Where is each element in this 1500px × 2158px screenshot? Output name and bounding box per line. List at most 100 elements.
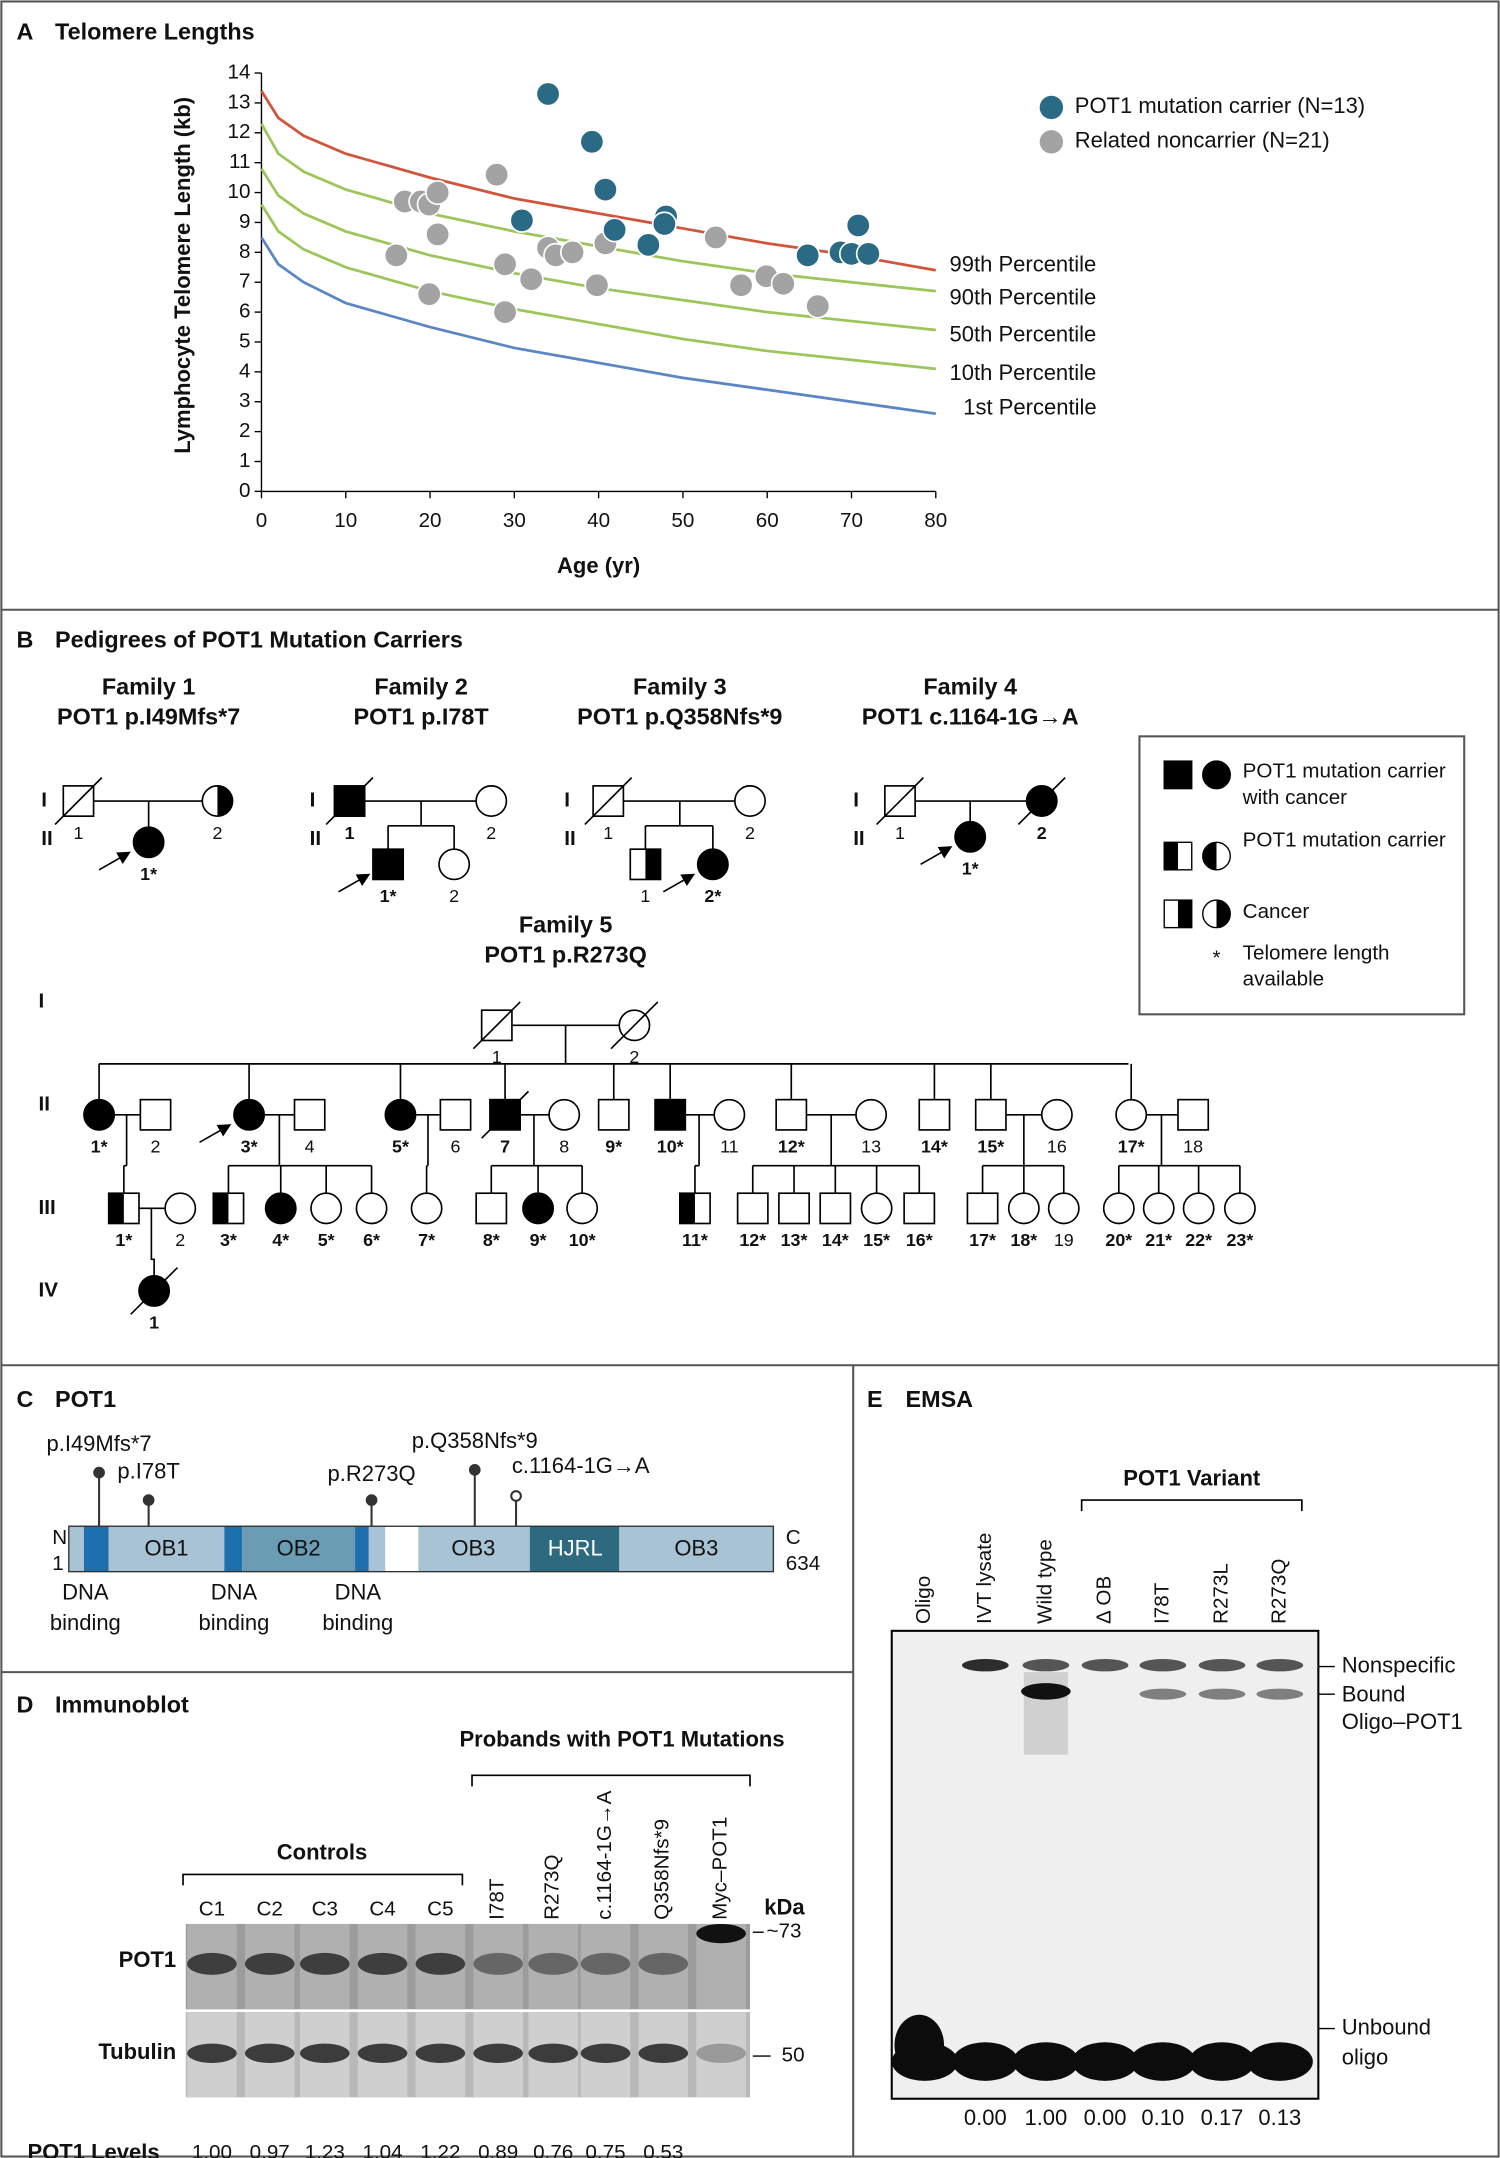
level-value: 0.75	[585, 2141, 625, 2158]
generation-label: I	[39, 989, 45, 1012]
individual-label: 20*	[1105, 1230, 1132, 1250]
percentile-curve	[260, 236, 936, 416]
level-value: 1.22	[420, 2141, 460, 2158]
dna-binding-label: binding	[198, 1610, 269, 1635]
individual-label: 2	[629, 1047, 639, 1067]
individual-label: 7*	[418, 1230, 435, 1250]
individual-label: 1	[73, 823, 83, 843]
band	[638, 2043, 689, 2063]
band	[1198, 1659, 1246, 1672]
panel-title: EMSA	[906, 1386, 974, 1412]
lane-label: IVT lysate	[973, 1533, 996, 1624]
band	[357, 1952, 408, 1975]
y-tick-label: 8	[239, 240, 250, 263]
circle-symbol	[164, 1192, 197, 1225]
band-label: Bound	[1342, 1681, 1406, 1706]
point	[492, 251, 518, 277]
individual-label: 3*	[241, 1137, 258, 1157]
x-tick-label: 10	[334, 509, 357, 532]
emsa-value: 0.13	[1258, 2105, 1301, 2130]
circle-symbol	[83, 1098, 116, 1131]
y-tick-label: 6	[239, 300, 250, 323]
point	[602, 217, 628, 243]
half-fill	[108, 1193, 124, 1224]
individual-label: 1*	[140, 864, 157, 884]
square-symbol	[974, 1098, 1007, 1131]
domain-label: OB2	[277, 1535, 321, 1560]
band	[415, 1952, 466, 1975]
emsa-value: 0.17	[1201, 2105, 1244, 2130]
levels-label: POT1 Levels	[28, 2140, 160, 2158]
band	[1256, 1659, 1304, 1672]
deceased-slash	[54, 777, 103, 825]
circle-symbol	[1142, 1192, 1175, 1225]
circle-symbol	[310, 1192, 343, 1225]
percentile-curve	[260, 90, 937, 272]
individual-label: 6*	[363, 1230, 380, 1250]
family-mutation: POT1 p.I49Mfs*7	[57, 704, 240, 730]
y-tick-label: 12	[228, 120, 251, 143]
lane-label: Oligo	[912, 1576, 935, 1624]
family-mutation: POT1 p.R273Q	[484, 942, 646, 968]
family-mutation: POT1 p.I78T	[354, 704, 490, 730]
proband-arrow	[98, 851, 131, 871]
legend-label: Cancer	[1242, 900, 1310, 924]
protein-segment	[108, 1526, 225, 1572]
level-value: 1.00	[192, 2141, 232, 2158]
y-tick-label: 7	[239, 270, 250, 293]
individual-label: 11	[720, 1137, 739, 1157]
circle-symbol	[475, 785, 508, 817]
curve-label: 50th Percentile	[950, 322, 1097, 347]
circle-symbol	[1182, 1192, 1215, 1225]
dna-binding-label: binding	[322, 1610, 393, 1635]
generation-label: I	[310, 788, 316, 811]
x-tick-label: 0	[256, 509, 267, 532]
lane-label: C4	[369, 1898, 395, 1921]
individual-label: 2	[486, 823, 496, 843]
band	[1256, 1688, 1304, 1700]
half-fill	[213, 1193, 229, 1224]
legend-box	[1138, 735, 1466, 1016]
individual-label: 8*	[483, 1230, 500, 1250]
half-fill	[1177, 900, 1192, 928]
individual-label: 1*	[962, 859, 979, 879]
band	[528, 1952, 578, 1975]
point	[770, 271, 796, 297]
deceased-slash	[584, 777, 633, 825]
individual-label: 16	[1047, 1137, 1067, 1157]
generation-label: II	[41, 827, 52, 850]
x-tick-label: 40	[587, 509, 610, 532]
half-fill	[1202, 842, 1217, 870]
band	[1021, 1683, 1071, 1700]
band	[415, 2043, 466, 2063]
individual-label: 10*	[657, 1137, 684, 1157]
proband-arrow	[662, 873, 696, 893]
family-name: Family 2	[374, 673, 468, 699]
individual-label: 1*	[91, 1137, 108, 1157]
panel-title: Immunoblot	[55, 1692, 189, 1718]
individual-label: 3*	[220, 1230, 237, 1250]
square-symbol	[736, 1192, 769, 1225]
legend-item: Telomere length available	[1243, 941, 1390, 990]
generation-label: II	[310, 827, 321, 850]
emsa-value: 0.00	[1084, 2105, 1127, 2130]
square-symbol	[966, 1192, 999, 1225]
lane-label: C2	[257, 1898, 283, 1921]
x-tick-label: 30	[503, 509, 526, 532]
point	[592, 177, 618, 203]
band	[894, 2014, 945, 2076]
individual-label: 1	[603, 823, 613, 843]
y-tick-label: 11	[229, 150, 250, 173]
point	[579, 129, 605, 155]
individual-label: 17*	[969, 1230, 996, 1250]
band	[1246, 2042, 1313, 2081]
legend-label: POT1 mutation carrier (N=13)	[1075, 93, 1365, 118]
individual-label: 7	[500, 1137, 510, 1157]
lane-label: Wild type	[1033, 1539, 1056, 1624]
kda-label: kDa	[764, 1895, 805, 1920]
deceased-slash	[481, 1090, 530, 1139]
circle-symbol	[1047, 1192, 1080, 1225]
y-axis-label: Lymphocyte Telomere Length (kb)	[170, 97, 195, 454]
x-axis-label: Age (yr)	[557, 553, 640, 578]
